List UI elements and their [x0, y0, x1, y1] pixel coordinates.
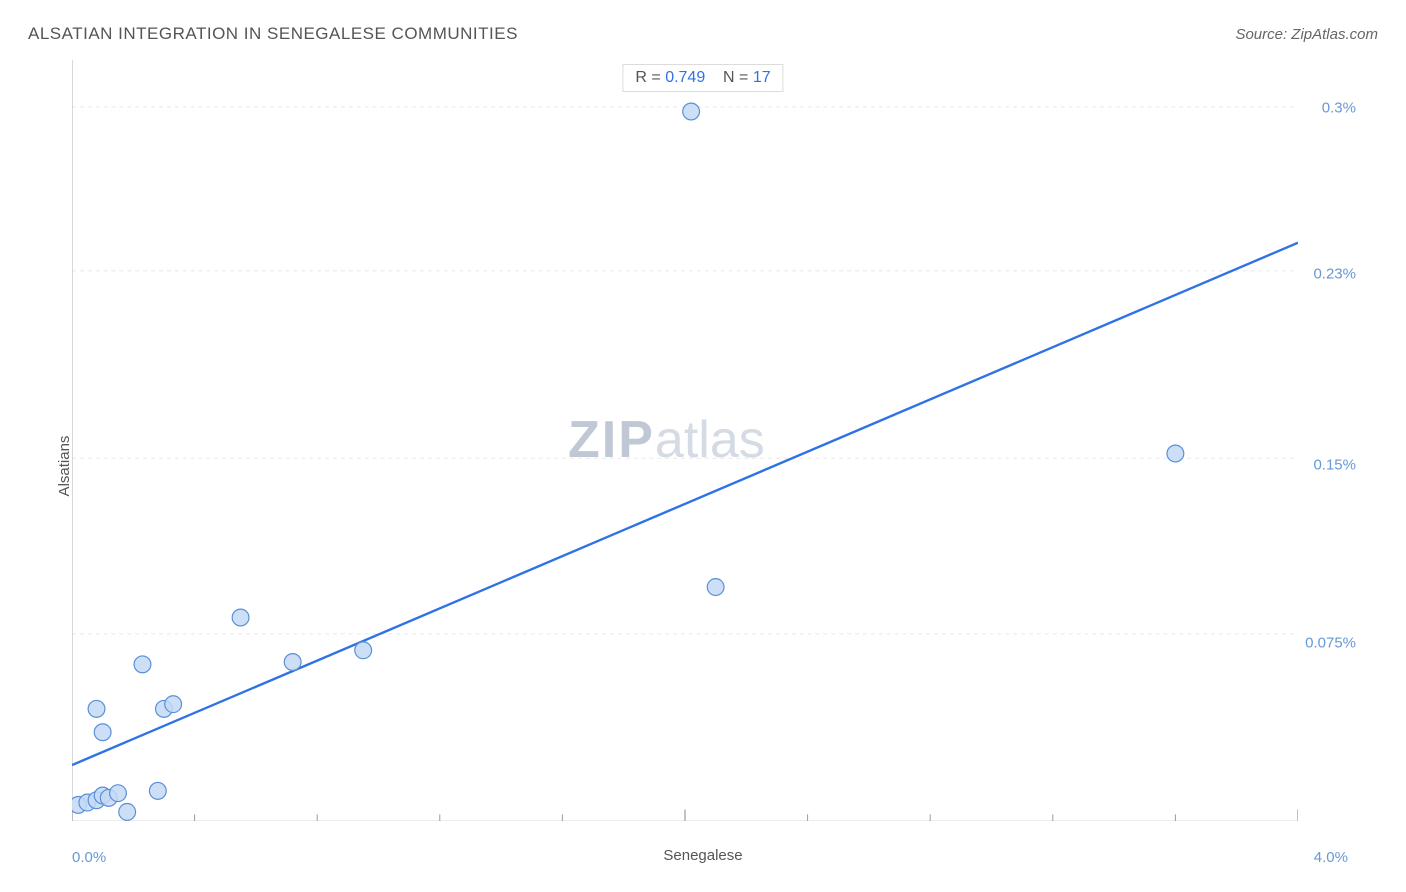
y-tick-label: 0.3% — [1322, 99, 1356, 116]
x-axis-min: 0.0% — [72, 849, 106, 866]
data-point[interactable] — [232, 609, 249, 626]
data-point[interactable] — [88, 700, 105, 717]
data-point[interactable] — [707, 579, 724, 596]
y-axis-label: Alsatians — [56, 436, 73, 497]
y-tick-label: 0.15% — [1313, 456, 1356, 473]
data-point[interactable] — [119, 804, 136, 821]
data-point[interactable] — [284, 654, 301, 671]
r-label: R = — [635, 69, 660, 86]
data-point[interactable] — [1167, 445, 1184, 462]
data-point[interactable] — [683, 103, 700, 120]
data-point[interactable] — [94, 724, 111, 741]
data-point[interactable] — [134, 656, 151, 673]
chart-title: ALSATIAN INTEGRATION IN SENEGALESE COMMU… — [28, 24, 1378, 44]
x-axis-max: 4.0% — [1314, 849, 1348, 866]
x-axis-label: Senegalese — [663, 847, 742, 864]
y-tick-label: 0.23% — [1313, 266, 1356, 283]
n-label: N = — [723, 69, 748, 86]
source-attribution: Source: ZipAtlas.com — [1235, 26, 1378, 43]
n-value: 17 — [753, 69, 771, 86]
data-point[interactable] — [149, 782, 166, 799]
data-point[interactable] — [355, 642, 372, 659]
stats-box: R = 0.749 N = 17 — [622, 64, 783, 92]
y-tick-label: 0.075% — [1305, 635, 1356, 652]
scatter-plot — [72, 60, 1298, 821]
chart-container: Alsatians R = 0.749 N = 17 ZIPatlas Sene… — [28, 60, 1378, 872]
regression-line — [72, 243, 1298, 765]
data-point[interactable] — [165, 696, 182, 713]
r-value: 0.749 — [665, 69, 705, 86]
data-point[interactable] — [110, 785, 127, 802]
